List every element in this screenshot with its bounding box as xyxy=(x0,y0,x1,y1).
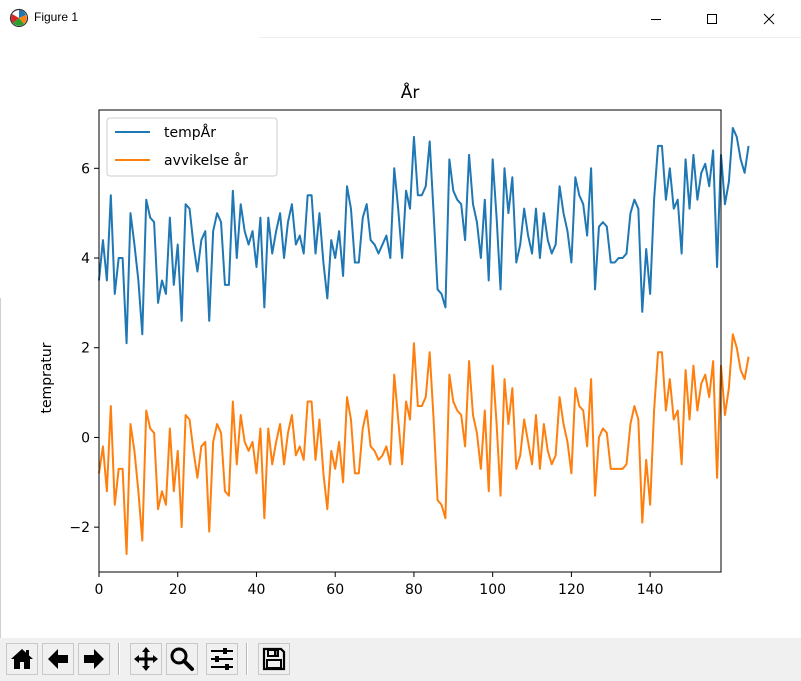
x-tick-label: 0 xyxy=(95,582,104,598)
series-layer xyxy=(98,126,750,556)
axes-layer: 0 20 40 60 80 100 120 140 −2 0 2 4 6 xyxy=(69,109,722,598)
legend: tempÅr avvikelse år xyxy=(106,117,278,177)
y-tick-label: 2 xyxy=(81,341,90,357)
zoom-magnifier-icon xyxy=(170,647,194,671)
y-tick-label: 4 xyxy=(81,251,90,267)
titlebar-separator xyxy=(259,37,801,38)
chart-title: År xyxy=(401,81,420,103)
y-tick-label: 6 xyxy=(81,161,90,177)
x-tick-label: 80 xyxy=(405,582,423,598)
home-icon xyxy=(11,649,33,669)
x-tick-label: 120 xyxy=(558,582,585,598)
back-button[interactable] xyxy=(42,643,74,675)
minimize-icon xyxy=(651,18,661,20)
y-tick-label: 0 xyxy=(81,430,90,446)
navigation-toolbar xyxy=(0,638,801,681)
window-left-edge xyxy=(0,298,1,638)
window-title: Figure 1 xyxy=(34,10,79,24)
close-icon xyxy=(763,13,775,24)
pan-move-icon xyxy=(134,647,158,671)
configure-subplots-button[interactable] xyxy=(206,643,238,675)
x-tick-label: 60 xyxy=(326,582,344,598)
x-tick-label: 100 xyxy=(479,582,506,598)
home-button[interactable] xyxy=(6,643,38,675)
back-arrow-icon xyxy=(48,649,68,669)
forward-button[interactable] xyxy=(78,643,110,675)
y-axis-label: tempratur xyxy=(39,342,55,413)
x-tick-label: 140 xyxy=(637,582,664,598)
series-line-1 xyxy=(98,333,750,556)
axes-frame xyxy=(98,109,722,573)
forward-arrow-icon xyxy=(84,649,104,669)
x-tick-label: 40 xyxy=(248,582,266,598)
pan-button[interactable] xyxy=(130,643,162,675)
maximize-button[interactable] xyxy=(689,0,735,37)
save-button[interactable] xyxy=(258,643,290,675)
series-line-0 xyxy=(98,126,750,345)
legend-label-tempar: tempÅr xyxy=(164,124,216,141)
zoom-button[interactable] xyxy=(166,643,198,675)
y-tick-label: −2 xyxy=(69,520,90,536)
maximize-icon xyxy=(707,13,717,24)
figure-canvas[interactable]: År tempratur 0 20 40 60 80 100 120 140 −2 0 2 4 6 te… xyxy=(0,38,801,638)
matplotlib-logo-icon xyxy=(9,8,29,28)
x-tick-label: 20 xyxy=(169,582,187,598)
legend-label-avvikelse: avvikelse år xyxy=(164,152,248,169)
configure-subplots-icon xyxy=(211,648,233,670)
toolbar-separator xyxy=(118,643,120,675)
window-titlebar: Figure 1 xyxy=(0,0,801,37)
save-disk-icon xyxy=(262,647,286,671)
toolbar-separator xyxy=(246,643,248,675)
close-button[interactable] xyxy=(746,0,792,37)
minimize-button[interactable] xyxy=(633,0,679,37)
